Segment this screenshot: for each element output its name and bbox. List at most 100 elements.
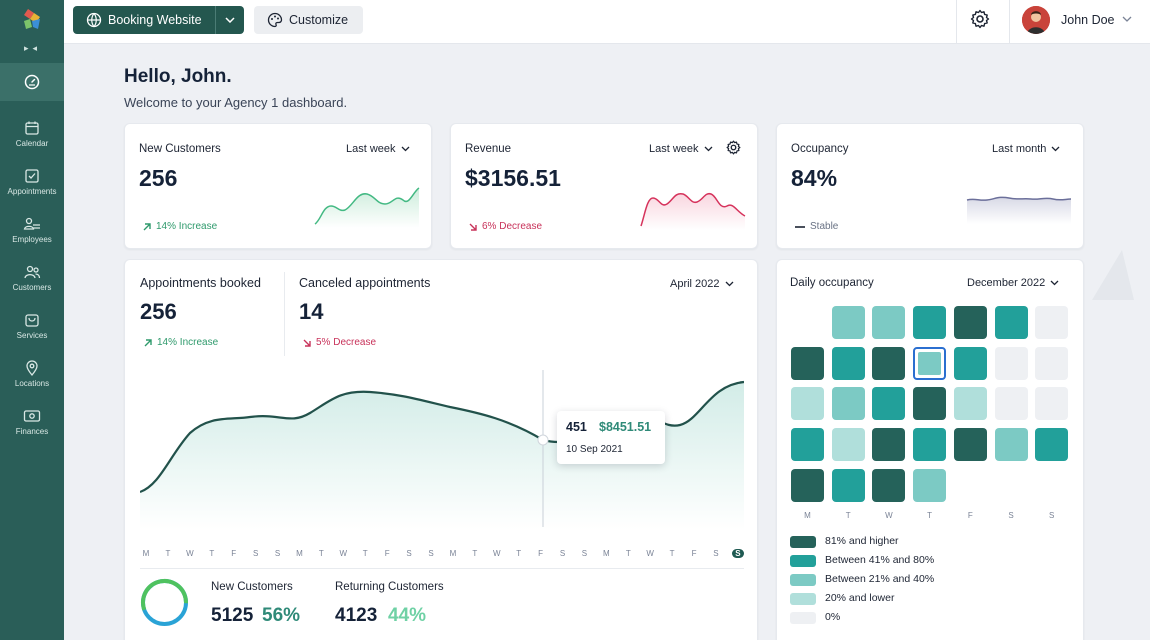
heatmap-weekday-label: S <box>1008 511 1014 520</box>
weekday-tick: T <box>472 549 478 558</box>
period-selector[interactable]: April 2022 <box>670 278 734 290</box>
customize-button[interactable]: Customize <box>254 6 363 34</box>
tooltip-amount: $8451.51 <box>599 420 652 434</box>
period-selector[interactable]: Last month <box>992 143 1060 155</box>
heatmap-day-cell[interactable] <box>791 428 824 462</box>
period-selector[interactable]: Last week <box>649 143 713 155</box>
sidebar-item-dashboard[interactable] <box>0 63 64 101</box>
sidebar-item-calendar[interactable]: Calendar <box>0 120 64 148</box>
sidebar-item-employees[interactable]: Employees <box>0 216 64 244</box>
heatmap-day-cell[interactable] <box>994 346 1028 380</box>
daily-occupancy-title: Daily occupancy <box>790 277 874 289</box>
heatmap-day-cell[interactable] <box>1035 428 1069 462</box>
new-customers-card: New Customers Last week 256 14% Increase <box>124 123 432 249</box>
dashboard-gauge-icon <box>24 74 40 90</box>
avatar[interactable] <box>1022 6 1050 34</box>
booking-website-button[interactable]: Booking Website <box>73 6 244 34</box>
heatmap-day-cell[interactable] <box>831 468 865 502</box>
page-subtitle: Welcome to your Agency 1 dashboard. <box>124 95 348 110</box>
collapse-sidebar-icon[interactable]: ▸◂ <box>24 43 42 53</box>
heatmap-day-cell[interactable] <box>913 428 947 462</box>
heatmap-day-cell[interactable] <box>872 428 906 462</box>
weekday-tick: M <box>449 549 457 558</box>
user-name[interactable]: John Doe <box>1061 13 1115 27</box>
settings-gear-icon[interactable] <box>970 9 990 29</box>
weekday-tick: S <box>713 549 719 558</box>
sidebar-item-label: Calendar <box>15 139 49 148</box>
heatmap-day-cell[interactable] <box>953 387 987 421</box>
app-logo[interactable] <box>20 7 46 31</box>
kpi-value: 84% <box>791 165 838 191</box>
heatmap-day-cell[interactable] <box>953 428 987 462</box>
hover-point[interactable] <box>537 434 549 446</box>
heatmap-day-cell[interactable] <box>913 387 947 421</box>
trend-label: 6% Decrease <box>482 221 543 232</box>
period-selector[interactable]: December 2022 <box>967 277 1059 289</box>
revenue-card: Revenue Last week $3156.51 6% Decrease <box>450 123 758 249</box>
chevron-down-icon[interactable] <box>1122 14 1132 24</box>
sidebar-item-customers[interactable]: Customers <box>0 264 64 292</box>
heatmap-day-cell[interactable] <box>913 346 947 380</box>
sidebar-item-locations[interactable]: Locations <box>0 360 64 388</box>
heatmap-day-cell[interactable] <box>872 346 906 380</box>
page-title: Hello, John. <box>124 66 232 87</box>
customers-donut-chart <box>141 579 188 626</box>
sidebar-item-services[interactable]: Services <box>0 312 64 340</box>
weekday-tick: T <box>516 549 522 558</box>
trend-indicator: 14% Increase <box>143 337 218 348</box>
settings-gear-icon[interactable] <box>726 140 741 155</box>
divider <box>284 272 285 356</box>
heatmap-day-cell[interactable] <box>791 346 824 380</box>
legend-swatch <box>790 593 816 605</box>
chevron-down-icon <box>704 146 712 152</box>
heatmap-weekday-label: F <box>967 511 973 520</box>
heatmap-weekday-label: M <box>804 511 811 520</box>
divider <box>1009 0 1010 44</box>
heatmap-day-cell[interactable] <box>994 306 1028 339</box>
heatmap-weekday-label: S <box>1049 511 1055 520</box>
heatmap-day-cell[interactable] <box>791 468 824 502</box>
arrow-down-right-icon <box>469 223 477 231</box>
sidebar-item-finances[interactable]: Finances <box>0 408 64 436</box>
sidebar-item-appointments[interactable]: Appointments <box>0 168 64 196</box>
sparkline-chart <box>314 187 420 228</box>
employees-icon <box>23 217 40 230</box>
sparkline-chart <box>966 196 1072 224</box>
heatmap-day-cell[interactable] <box>1035 306 1069 339</box>
booking-dropdown-button[interactable] <box>215 6 244 34</box>
tooltip-date: 10 Sep 2021 <box>566 444 623 455</box>
heatmap-day-cell[interactable] <box>831 428 865 462</box>
arrow-up-right-icon <box>143 222 151 230</box>
heatmap-day-cell[interactable] <box>831 387 865 421</box>
chevron-down-icon <box>401 146 409 152</box>
heatmap-day-cell[interactable] <box>953 306 987 339</box>
occupancy-card: Occupancy Last month 84% Stable <box>776 123 1084 249</box>
heatmap-day-cell[interactable] <box>872 468 906 502</box>
heatmap-day-cell[interactable] <box>872 387 906 421</box>
legend-swatch <box>790 612 816 624</box>
period-selector[interactable]: Last week <box>346 143 410 155</box>
sidebar-item-label: Finances <box>15 427 49 436</box>
heatmap-day-cell[interactable] <box>994 387 1028 421</box>
heatmap-day-cell[interactable] <box>831 346 865 380</box>
weekday-tick: W <box>492 549 501 558</box>
heatmap-day-cell[interactable] <box>994 428 1028 462</box>
booking-website-main[interactable]: Booking Website <box>73 6 215 34</box>
weekday-tick: W <box>646 549 654 558</box>
customers-icon <box>24 265 41 279</box>
weekday-tick: T <box>625 549 631 558</box>
new-customers-label: New Customers <box>211 581 293 593</box>
heatmap-day-cell[interactable] <box>872 306 906 339</box>
divider <box>140 568 744 569</box>
heatmap-day-cell[interactable] <box>1035 346 1069 380</box>
heatmap-day-cell[interactable] <box>913 468 947 502</box>
heatmap-day-cell[interactable] <box>953 346 987 380</box>
customize-label: Customize <box>289 13 349 27</box>
weekday-tick: M <box>296 549 303 558</box>
heatmap-day-cell[interactable] <box>831 306 865 339</box>
heatmap-day-cell[interactable] <box>791 387 824 421</box>
new-customers-percent: 56% <box>262 605 301 626</box>
heatmap-day-cell[interactable] <box>913 306 947 339</box>
heatmap-day-cell[interactable] <box>1035 387 1069 421</box>
